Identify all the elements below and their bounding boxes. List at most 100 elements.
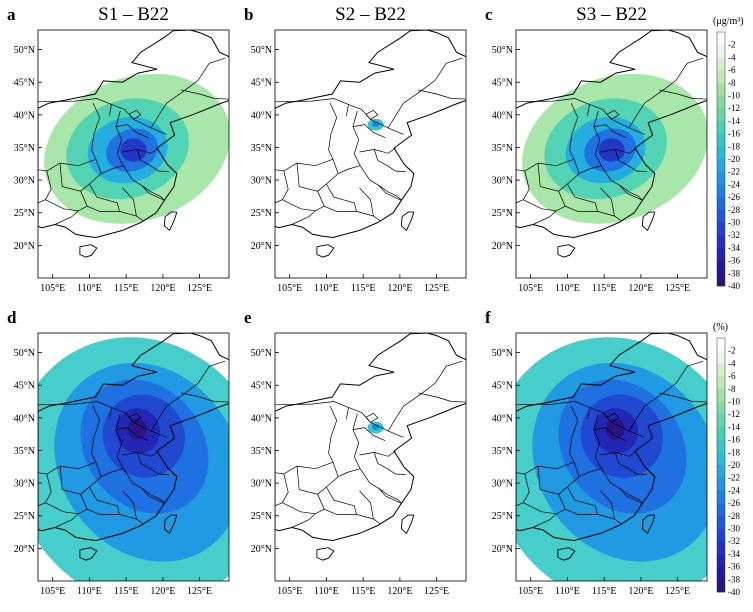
province-border [516,170,530,204]
province-border [54,210,79,225]
lat-tick-label: 50°N [14,348,35,359]
lon-tick-label: 105°E [40,283,65,294]
province-border [359,450,396,457]
panel-frame [274,29,467,279]
colorbar-label: -14 [728,422,740,432]
panel-title: S3 – B22 [576,4,647,25]
province-border [181,89,229,100]
colorbar-swatch [717,171,725,185]
province-border [136,452,169,475]
province-border [54,513,79,528]
lat-tick-label: 45°N [251,78,272,89]
colorbar-swatch [717,503,725,517]
colorbar-swatch [717,426,725,440]
province-border [150,494,165,504]
colorbar-swatch [717,82,725,96]
lat-tick-label: 40°N [492,413,513,424]
colorbar-swatch [717,108,725,122]
province-border [108,407,112,420]
province-border [275,162,298,172]
map-boundaries-a [38,30,229,258]
colorbar-swatch [717,490,725,504]
province-border [150,57,226,129]
province-border [516,473,530,507]
colorbar-label: -4 [728,52,736,62]
colorbar-swatch [717,414,725,428]
colorbar-label: -22 [728,473,740,483]
lat-tick-label: 50°N [492,45,513,56]
colorbar-swatch [717,222,725,236]
lon-tick-label: 115°E [592,586,617,597]
colorbar-label: -10 [728,397,740,407]
lon-tick-label: 125°E [187,586,212,597]
colorbar-swatch [717,338,725,351]
province-border [373,452,406,475]
province-border [38,473,52,507]
lon-tick-label: 125°E [187,283,212,294]
panel-title: S2 – B22 [335,4,406,25]
lat-tick-label: 25°N [251,511,272,522]
province-border [338,468,361,477]
lon-tick-label: 125°E [665,283,690,294]
lat-tick-label: 25°N [492,511,513,522]
map-boundaries-d [38,333,229,561]
colorbar-label: -40 [728,281,740,291]
panel-frame [274,332,467,582]
colorbar-percent: -2 -4 -6 -8 -10 -12 -14 -16 -18 -20 -22 -24 -26 -28 -3… [713,322,740,597]
colorbar-label: -10 [728,91,740,101]
province-border [579,468,602,477]
map-boundaries-f [516,333,707,561]
province-border [122,147,159,154]
colorbar-label: -30 [728,218,740,228]
colorbar-swatch [717,273,725,287]
lat-tick-label: 40°N [251,413,272,424]
lon-tick-label: 120°E [150,283,175,294]
colorbar-swatch [717,439,725,453]
province-border [345,407,349,420]
field-a [44,73,229,224]
colorbar-label: -24 [728,179,740,189]
colorbar-label: -36 [728,562,740,572]
province-border [418,392,466,403]
colorbar-swatch [717,235,725,249]
colorbar-swatch [717,247,725,261]
china-outline [516,333,707,542]
lat-tick-label: 50°N [251,348,272,359]
province-border [115,427,149,442]
lon-tick-label: 115°E [351,283,376,294]
taiwan-outline [163,211,178,232]
province-border [89,183,120,212]
colorbar-swatch [717,388,725,402]
colorbar-label: -36 [728,256,740,266]
province-border [567,486,598,515]
province-border [659,89,707,100]
province-border [352,110,389,193]
colorbar-swatch [717,452,725,466]
lat-tick-label: 35°N [251,143,272,154]
province-border [523,502,566,515]
lon-tick-label: 125°E [424,586,449,597]
colorbar-swatch [717,120,725,134]
province-border [600,450,637,457]
lat-tick-label: 35°N [492,446,513,457]
lon-tick-label: 110°E [314,283,339,294]
lon-tick-label: 120°E [387,586,412,597]
hainan-outline [557,244,576,258]
colorbar-swatch [717,95,725,109]
lat-tick-label: 45°N [251,381,272,392]
lat-tick-label: 25°N [492,208,513,219]
china-outline [38,333,229,542]
lat-tick-label: 20°N [251,241,272,252]
province-border [122,187,137,217]
lon-tick-label: 110°E [77,283,102,294]
lat-tick-label: 30°N [14,479,35,490]
colorbar-swatch [717,363,725,377]
province-border [326,486,357,515]
taiwan-outline [641,514,656,535]
colorbar-label: -16 [728,129,740,139]
province-border [628,494,643,504]
lat-tick-label: 20°N [14,241,35,252]
colorbar-label: -20 [728,460,740,470]
colorbar-label: -30 [728,524,740,534]
colorbar-swatch [717,528,725,542]
